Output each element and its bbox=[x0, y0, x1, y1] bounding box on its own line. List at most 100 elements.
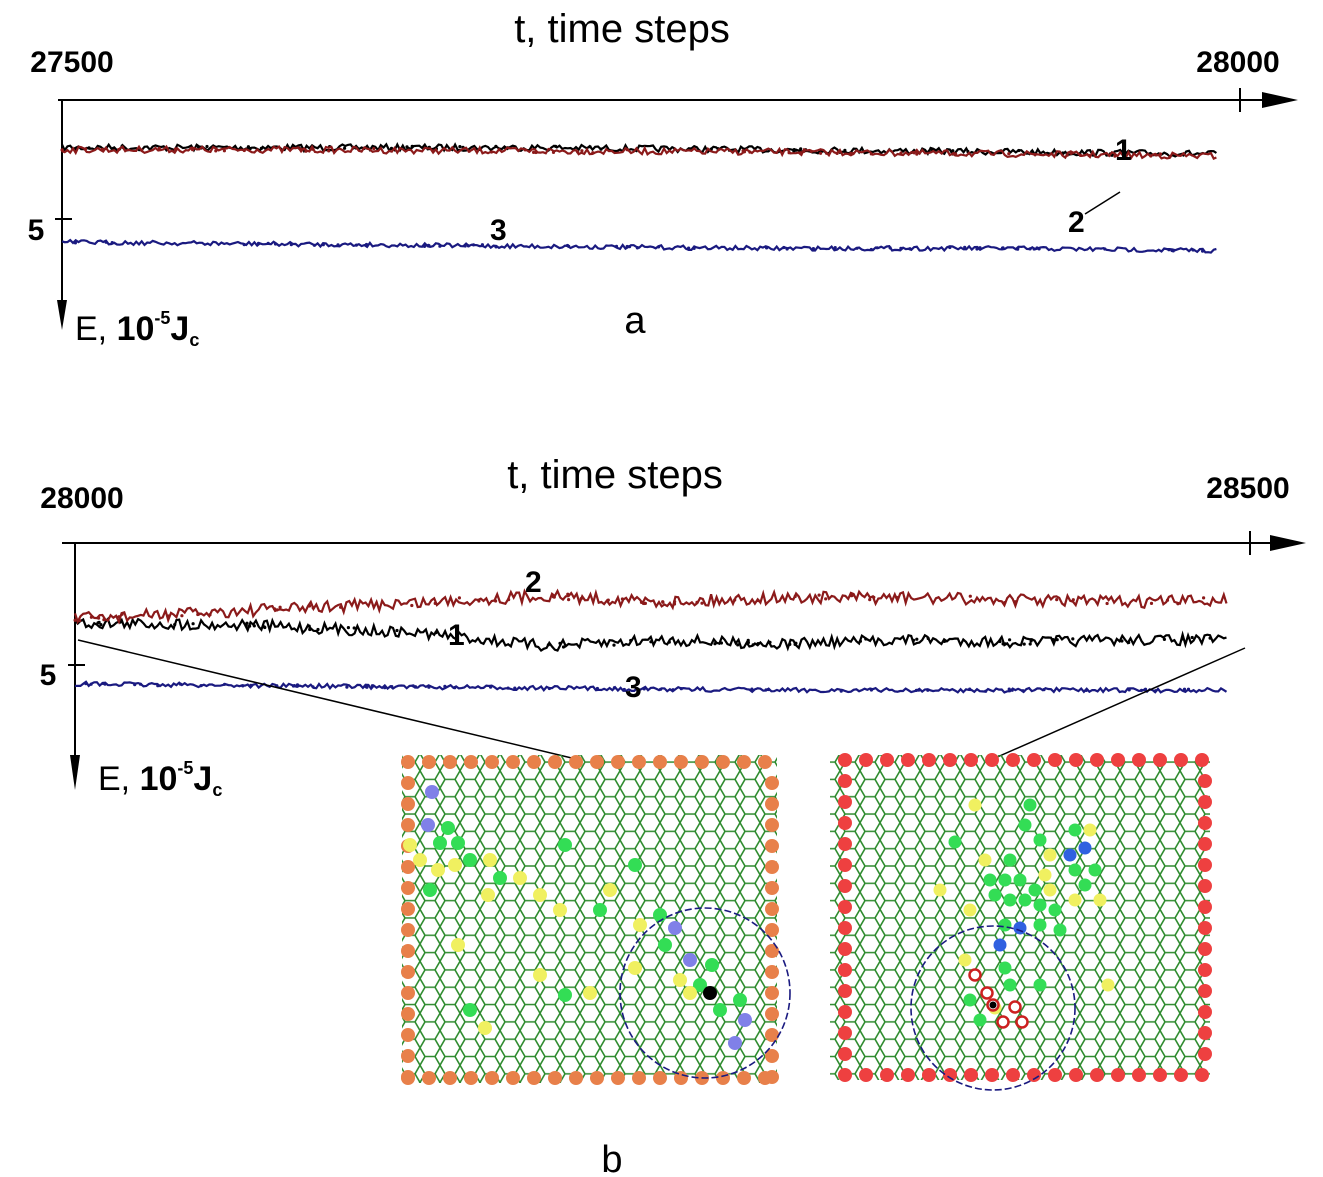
inset-left-edge-atom bbox=[422, 1071, 436, 1085]
chart-a-series-3-point bbox=[687, 246, 691, 250]
chart-b-series-2-point bbox=[208, 613, 212, 617]
chart-b-series-1-point bbox=[395, 628, 399, 633]
chart-b-series-3-point bbox=[241, 684, 245, 688]
inset-left-edge-atoms bbox=[401, 755, 779, 1085]
chart-b-series-3-point bbox=[411, 684, 415, 688]
inset-left-edge-atom bbox=[485, 1071, 499, 1085]
chart-a-series-2-point bbox=[748, 150, 752, 154]
chart-b-series-3-point bbox=[133, 683, 137, 687]
chart-b-series-1-point bbox=[1180, 637, 1184, 641]
chart-b-series-1-point bbox=[252, 624, 256, 628]
inset-right-edge-atom bbox=[964, 753, 978, 767]
inset-right-edge-atom bbox=[880, 753, 894, 767]
inset-right-defect-atom bbox=[1023, 798, 1037, 812]
chart-b-series-2-point bbox=[1165, 598, 1170, 602]
chart-a-y-arrow bbox=[57, 300, 67, 330]
inset-right-edge-atom bbox=[1198, 963, 1212, 977]
inset-left-edge-atom bbox=[506, 755, 520, 769]
chart-b-series-2-point bbox=[793, 594, 797, 599]
inset-left-defect-atom bbox=[583, 986, 597, 1000]
chart-a-series-2-point bbox=[1153, 152, 1157, 156]
chart-a-series-3-point bbox=[364, 242, 369, 247]
inset-left-defect-atom bbox=[431, 863, 445, 877]
inset-left-edge-atom bbox=[401, 860, 415, 874]
chart-a-series-3-point bbox=[765, 246, 769, 250]
chart-b-series-1-point bbox=[1071, 637, 1075, 641]
chart-b-series-2-point bbox=[196, 612, 200, 617]
chart-b-series-3-point bbox=[84, 682, 88, 686]
chart-a-series-1-point bbox=[599, 147, 603, 151]
inset-left-defect-atom bbox=[558, 988, 572, 1002]
inset-left-defect-atom bbox=[451, 938, 465, 952]
inset-left-edge-atom bbox=[765, 860, 779, 874]
inset-right-ringed-atom bbox=[1008, 1000, 1022, 1014]
chart-a-series-3-point bbox=[256, 241, 261, 245]
chart-b-series-1-point bbox=[793, 642, 797, 647]
chart-a-series-2-point bbox=[157, 146, 161, 150]
chart-a-series-3-point bbox=[466, 244, 470, 248]
inset-left-edge-atom bbox=[548, 755, 562, 769]
chart-a-series-3-point bbox=[1016, 246, 1020, 250]
inset-left-edge-atom bbox=[401, 965, 415, 979]
chart-a-series-1-point bbox=[843, 148, 847, 152]
inset-left-defect-atoms bbox=[403, 785, 752, 1050]
inset-left-edge-atom bbox=[443, 1071, 457, 1085]
chart-a-series-3-point bbox=[1171, 249, 1175, 253]
chart-b-series-1-point bbox=[173, 623, 177, 627]
chart-a-series-3-point bbox=[104, 240, 108, 244]
chart-a-series-3-point bbox=[1000, 246, 1005, 250]
inset-left-edge-atom bbox=[632, 1071, 646, 1085]
chart-a-series-3-point bbox=[312, 243, 316, 247]
inset-right-honeycomb bbox=[830, 755, 1210, 1080]
inset-right-edge-atom bbox=[1048, 753, 1062, 767]
chart-a-series-2-point bbox=[802, 149, 806, 153]
inset-right-edge-atom bbox=[943, 1068, 957, 1082]
chart-b-series-3-point bbox=[984, 689, 988, 693]
inset-left-defect-atom bbox=[493, 871, 507, 885]
chart-a-series-1-point bbox=[588, 145, 592, 149]
inset-right-edge-atom bbox=[1198, 942, 1212, 956]
chart-b-series-1-point bbox=[926, 636, 930, 641]
chart-a-series-3-point bbox=[73, 241, 77, 245]
chart-a-series-3-point bbox=[438, 244, 442, 248]
chart-a-series-3-point bbox=[273, 242, 278, 246]
chart-a-series-3-point bbox=[463, 244, 467, 248]
inset-left-edge-atom bbox=[401, 881, 415, 895]
ylabel-mantissa: 10 bbox=[140, 760, 178, 798]
chart-a-series-3-point bbox=[494, 245, 498, 249]
chart-a-series-1-point bbox=[259, 146, 263, 150]
inset-right-defect-atom bbox=[1083, 823, 1097, 837]
inset-right-edge-atom bbox=[880, 1068, 894, 1082]
chart-b-series-3-point bbox=[249, 683, 253, 687]
chart-a-panel-label: a bbox=[624, 300, 646, 342]
inset-right-edge-atom bbox=[1069, 753, 1083, 767]
inset-right-edge-atom bbox=[838, 942, 852, 956]
chart-b-series-2-point bbox=[278, 605, 282, 609]
chart-b-series-1-point bbox=[1120, 639, 1124, 643]
inset-left-edge-atom bbox=[695, 755, 709, 769]
chart-b-panel-label: b bbox=[601, 1139, 622, 1177]
chart-b-series-1-point bbox=[649, 640, 653, 644]
chart-b-series-3-point bbox=[489, 685, 493, 689]
inset-left-edge-atom bbox=[401, 1070, 415, 1084]
chart-b-series-3-point bbox=[223, 682, 227, 686]
chart-b-series-2-point bbox=[339, 605, 343, 609]
chart-b-series-3-point bbox=[513, 686, 517, 690]
inset-left-defect-atom bbox=[713, 1003, 727, 1017]
chart-a-series-3-point bbox=[426, 243, 431, 247]
chart-b-series-2-point bbox=[551, 595, 556, 599]
chart-a-series-2-point bbox=[851, 152, 855, 156]
chart-b-series-1-point bbox=[858, 639, 863, 643]
inset-left-defect-atom bbox=[403, 838, 417, 852]
inset-right-edge-atom bbox=[1198, 879, 1212, 893]
inset-left-defect-atom bbox=[683, 953, 697, 967]
chart-b-series-2-point bbox=[507, 598, 511, 602]
chart-b-series-1-point bbox=[1022, 642, 1026, 646]
chart-b-series-2-point bbox=[756, 598, 760, 603]
chart-b-series-3-point bbox=[1139, 688, 1144, 692]
inset-right-edge-atom bbox=[1006, 753, 1020, 767]
chart-b-series-3-point bbox=[453, 686, 457, 690]
inset-left-defect-atom bbox=[483, 853, 497, 867]
chart-a-series-3-point bbox=[110, 241, 114, 245]
inset-right-edge-atom bbox=[838, 795, 852, 809]
